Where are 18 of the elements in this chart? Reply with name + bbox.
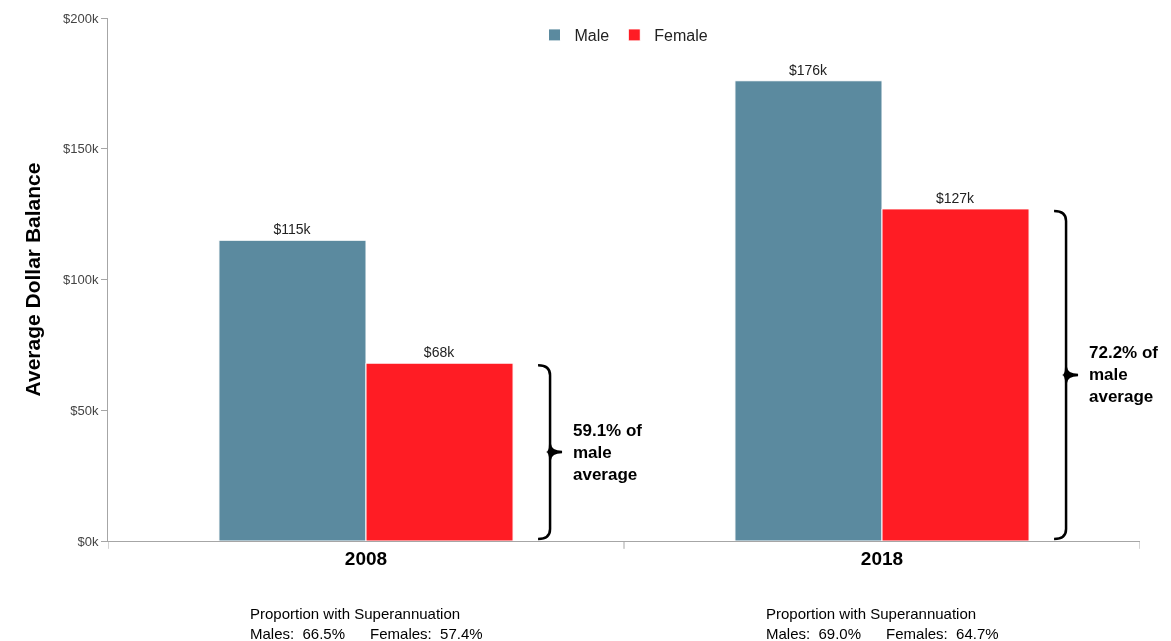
x-tick-label: 2018 — [860, 547, 904, 569]
y-tick-label: $150k — [62, 141, 99, 157]
data-label: $115k — [273, 221, 312, 238]
y-tick-label: $0k — [77, 533, 99, 549]
legend-label: Male — [574, 27, 610, 45]
x-tick-label: 2008 — [344, 547, 388, 569]
y-axis-title: Average Dollar Balance — [21, 162, 45, 397]
text: Proportion with Superannuation Males: 69.0% Females: 64.7% — [766, 605, 999, 641]
y-tick-label: $100k — [62, 272, 99, 288]
y-tick-label: $200k — [62, 10, 99, 26]
legend-label: Female — [654, 27, 708, 45]
data-label: $68k — [423, 344, 456, 361]
data-label: $127k — [935, 189, 976, 206]
data-label: $176k — [788, 61, 829, 78]
annotation: 72.2% of male average — [1089, 343, 1159, 407]
text: Proportion with Superannuation Males: 66.5% Females: 57.4% — [250, 605, 483, 641]
y-tick-label: $50k — [70, 402, 99, 418]
annotation: 59.1% of male average — [573, 421, 643, 485]
